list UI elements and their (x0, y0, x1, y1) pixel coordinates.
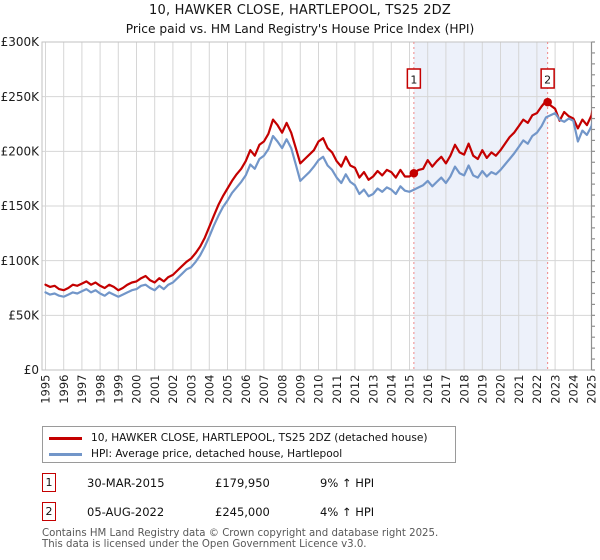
svg-text:2025: 2025 (585, 375, 599, 404)
sale-2-hpi-delta: 4% ↑ HPI (320, 505, 375, 519)
svg-text:2012: 2012 (348, 375, 362, 404)
footer-line-2: This data is licensed under the Open Gov… (42, 539, 367, 550)
legend-row-hpi: HPI: Average price, detached house, Hart… (48, 446, 455, 462)
svg-text:2021: 2021 (512, 375, 526, 404)
svg-text:2022: 2022 (530, 375, 544, 404)
svg-text:2002: 2002 (166, 375, 180, 404)
svg-text:2000: 2000 (130, 375, 144, 404)
svg-text:2001: 2001 (148, 375, 162, 404)
svg-text:1: 1 (410, 74, 417, 87)
svg-text:2015: 2015 (403, 375, 417, 404)
svg-text:£0: £0 (24, 363, 39, 377)
svg-text:£300K: £300K (1, 35, 41, 49)
sale-2-marker-label: 2 (540, 68, 555, 89)
sale-1-price: £179,950 (215, 476, 270, 490)
svg-text:2003: 2003 (184, 375, 198, 404)
svg-text:1999: 1999 (112, 375, 126, 404)
y-axis-labels: £0 £50K £100K £150K £200K £250K £300K (1, 35, 41, 377)
svg-text:1998: 1998 (93, 375, 107, 404)
svg-text:2006: 2006 (239, 375, 253, 404)
chart-subtitle: Price paid vs. HM Land Registry's House … (125, 22, 475, 36)
svg-text:2010: 2010 (312, 375, 326, 404)
svg-text:2009: 2009 (294, 375, 308, 404)
chart-title: 10, HAWKER CLOSE, HARTLEPOOL, TS25 2DZ (149, 3, 451, 18)
sale-1-marker-dot (409, 168, 419, 178)
sale-row-1: 1 30-MAR-2015 £179,950 9% ↑ HPI (42, 473, 562, 494)
svg-text:2: 2 (544, 74, 551, 87)
sale-2-number-badge: 2 (42, 502, 56, 521)
sale-2-price: £245,000 (215, 505, 270, 519)
footer-line-1: Contains HM Land Registry data © Crown c… (42, 528, 439, 539)
property-line-swatch (49, 436, 82, 440)
property-price-line (44, 99, 592, 292)
svg-text:£50K: £50K (8, 309, 40, 323)
chart-legend: 10, HAWKER CLOSE, HARTLEPOOL, TS25 2DZ (… (42, 426, 456, 463)
svg-text:2017: 2017 (439, 375, 453, 404)
legend-label-hpi: HPI: Average price, detached house, Hart… (91, 448, 343, 460)
sale-2-date: 05-AUG-2022 (87, 505, 165, 519)
svg-text:2004: 2004 (203, 375, 217, 404)
svg-text:2024: 2024 (567, 375, 581, 404)
svg-text:2008: 2008 (275, 375, 289, 404)
svg-text:£250K: £250K (1, 90, 41, 104)
right-axis-ticks (590, 41, 595, 371)
legend-row-property: 10, HAWKER CLOSE, HARTLEPOOL, TS25 2DZ (… (48, 430, 455, 446)
svg-text:£100K: £100K (1, 254, 41, 268)
svg-text:1995: 1995 (39, 375, 53, 404)
hpi-line-swatch (49, 452, 82, 456)
sale-1-hpi-delta: 9% ↑ HPI (320, 476, 375, 490)
svg-text:2013: 2013 (366, 375, 380, 404)
svg-text:£200K: £200K (1, 145, 41, 159)
svg-text:2011: 2011 (330, 375, 344, 404)
sale-2-marker-dot (543, 97, 552, 107)
svg-text:1997: 1997 (75, 375, 89, 404)
svg-text:2020: 2020 (494, 375, 508, 404)
svg-text:2023: 2023 (548, 375, 562, 404)
svg-text:2016: 2016 (421, 375, 435, 404)
license-footer: Contains HM Land Registry data © Crown c… (42, 528, 438, 550)
sale-row-2: 2 05-AUG-2022 £245,000 4% ↑ HPI (42, 502, 562, 523)
sale-1-date: 30-MAR-2015 (87, 476, 165, 490)
svg-text:2007: 2007 (257, 375, 271, 404)
sale-1-number-badge: 1 (42, 473, 56, 492)
svg-text:£150K: £150K (1, 199, 41, 213)
svg-text:2014: 2014 (385, 375, 399, 404)
legend-label-property: 10, HAWKER CLOSE, HARTLEPOOL, TS25 2DZ (… (91, 432, 428, 444)
title-block: 10, HAWKER CLOSE, HARTLEPOOL, TS25 2DZ P… (0, 3, 600, 36)
svg-text:1996: 1996 (57, 375, 71, 404)
x-axis-labels: 1995 1996 1997 1998 1999 2000 2001 2002 2003 2004… (39, 375, 599, 404)
hpi-line (44, 111, 592, 298)
svg-text:2018: 2018 (457, 375, 471, 404)
svg-text:2019: 2019 (476, 375, 490, 404)
sale-1-marker-label: 1 (406, 68, 422, 89)
svg-text:2005: 2005 (221, 375, 235, 404)
